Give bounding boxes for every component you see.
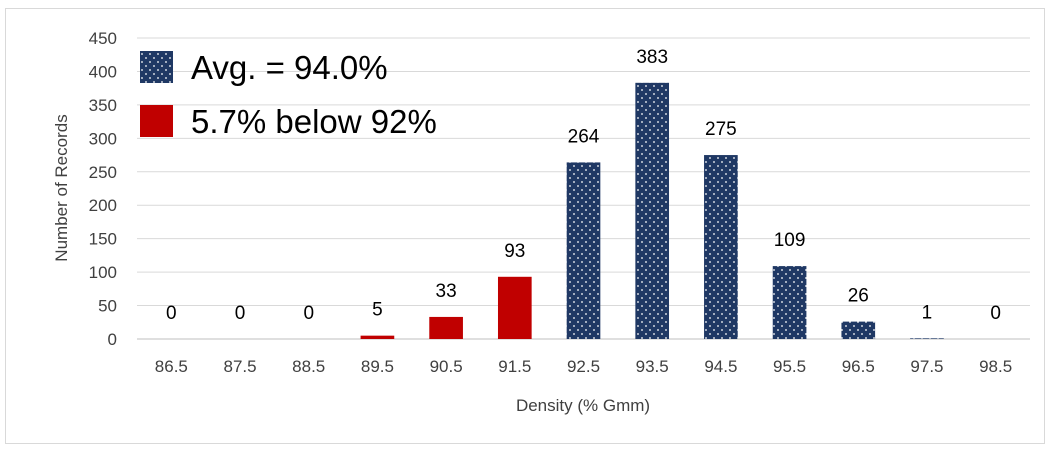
x-tick-label: 98.5: [979, 357, 1012, 376]
x-tick-label: 90.5: [430, 357, 463, 376]
y-tick-label: 450: [89, 29, 117, 48]
y-tick-label: 100: [89, 263, 117, 282]
x-tick-label: 86.5: [155, 357, 188, 376]
y-tick-label: 0: [108, 330, 117, 349]
legend-swatch-below: [140, 105, 173, 137]
bar: [360, 335, 395, 339]
data-label: 33: [436, 281, 457, 302]
bar: [704, 155, 738, 339]
y-tick-label: 350: [89, 96, 117, 115]
bar: [841, 321, 876, 339]
x-tick-label: 92.5: [567, 357, 600, 376]
data-label: 0: [166, 303, 177, 324]
x-tick-label: 95.5: [773, 357, 806, 376]
data-label: 0: [235, 303, 246, 324]
data-label: 383: [636, 47, 668, 68]
data-label: 26: [848, 286, 869, 307]
x-tick-label: 97.5: [910, 357, 943, 376]
bar: [497, 276, 532, 339]
data-labels: 0 0 0 5 33 93 264 383 275 109 26 1 0: [166, 47, 1001, 324]
y-tick-label: 50: [98, 297, 117, 316]
y-axis-tick-labels: 0 50 100 150 200 250 300 350 400 450: [89, 29, 117, 349]
bars: [360, 82, 944, 339]
y-axis-title: Number of Records: [52, 114, 71, 261]
bar: [772, 266, 807, 339]
data-label: 0: [303, 303, 314, 324]
bar: [566, 162, 601, 339]
data-label: 93: [504, 241, 525, 262]
data-label: 1: [922, 302, 933, 323]
legend: Avg. = 94.0% 5.7% below 92%: [140, 49, 437, 140]
data-label: 5: [372, 300, 383, 321]
x-axis-title: Density (% Gmm): [516, 396, 650, 415]
bar: [429, 316, 463, 339]
bar: [910, 338, 944, 339]
legend-swatch-avg: [140, 51, 173, 83]
gridlines: [137, 37, 1030, 340]
legend-label-avg: Avg. = 94.0%: [191, 49, 388, 86]
legend-label-below: 5.7% below 92%: [191, 103, 437, 140]
x-tick-label: 89.5: [361, 357, 394, 376]
y-tick-label: 200: [89, 196, 117, 215]
data-label: 0: [990, 303, 1001, 324]
x-axis-tick-labels: 86.5 87.5 88.5 89.5 90.5 91.5 92.5 93.5 94.5 95.5…: [155, 357, 1012, 376]
x-tick-label: 94.5: [704, 357, 737, 376]
x-tick-label: 96.5: [842, 357, 875, 376]
data-label: 109: [774, 230, 806, 251]
data-label: 264: [568, 126, 600, 147]
data-label: 275: [705, 119, 737, 140]
x-tick-label: 88.5: [292, 357, 325, 376]
x-tick-label: 87.5: [223, 357, 256, 376]
x-tick-label: 93.5: [636, 357, 669, 376]
chart-area: [5, 8, 1045, 444]
x-tick-label: 91.5: [498, 357, 531, 376]
y-tick-label: 400: [89, 62, 117, 81]
bar: [635, 82, 670, 339]
y-tick-label: 150: [89, 230, 117, 249]
y-tick-label: 300: [89, 129, 117, 148]
y-tick-label: 250: [89, 163, 117, 182]
